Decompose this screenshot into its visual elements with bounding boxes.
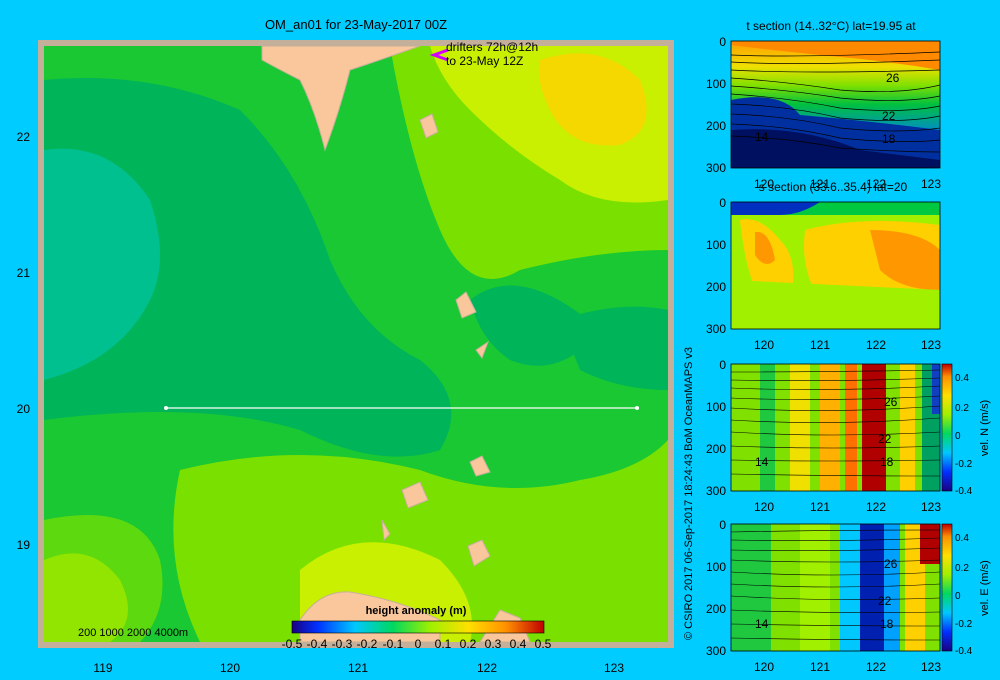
section-y-tick: 200 [706,442,726,456]
section-x-tick: 123 [921,177,941,191]
colorbar-tick: 0 [955,591,961,602]
colorbar-tick: 0.2 [955,403,969,414]
map-xticks: 119 120 121 122 123 [93,661,624,675]
colorbar-tick: -0.4 [307,637,328,651]
colorbar-tick: 0.1 [435,637,452,651]
section-ticks: 120 121 122 123 0 100 200 300 120 121 122 123 0 100 20… [706,35,941,674]
colorbar-tick: -0.4 [955,646,973,657]
contour-label: 26 [886,71,900,85]
colorbar-tick: -0.1 [383,637,404,651]
section-y-tick: 100 [706,400,726,414]
section-x-tick: 123 [921,338,941,352]
vel-e-colorbar-label: vel. E (m/s) [979,560,991,616]
section-x-tick: 121 [810,500,830,514]
section-x-tick: 122 [866,660,886,674]
section-x-tick: 123 [921,500,941,514]
x-tick-label: 120 [220,661,240,675]
colorbar-tick: 0.2 [955,563,969,574]
contour-label: 22 [882,109,896,123]
section-x-tick: 122 [866,500,886,514]
contour-label: 22 [878,432,892,446]
vel-n-colorbar-label: vel. N (m/s) [979,400,991,456]
section-y-tick: 300 [706,161,726,175]
colorbar-tick: 0.3 [485,637,502,651]
drifter-annotation-1: drifters 72h@12h [446,40,538,54]
colorbar-tick: 0.4 [955,373,969,384]
section-y-tick: 0 [719,35,726,49]
section-y-tick: 300 [706,644,726,658]
contour-label: 18 [880,455,894,469]
map-yticks: 19 20 21 22 [17,130,31,552]
contour-label: 14 [755,455,769,469]
section-x-tick: 121 [810,177,830,191]
section-y-tick: 0 [719,518,726,532]
contour-label: 18 [880,617,894,631]
credit-text: © CSIRO 2017 06-Sep-2017 18:24:43 BoM Oc… [683,347,695,640]
colorbar-tick: -0.4 [955,486,973,497]
drifter-marker [429,48,449,62]
vel-e-panel: 26 22 18 14 [730,523,941,652]
section-x-tick: 121 [810,338,830,352]
section-x-tick: 122 [866,177,886,191]
section-y-tick: 300 [706,484,726,498]
section-x-tick: 120 [754,177,774,191]
section-y-tick: 0 [719,358,726,372]
x-tick-label: 123 [604,661,624,675]
depth-contours-label: 200 1000 2000 4000m [78,627,188,639]
s-section-panel: s section (33.6..35.4) lat=20 [730,180,941,330]
vel-e-colorbar: vel. E (m/s) 0.4 0.2 0 -0.2 -0.4 [941,523,991,657]
colorbar-tick: -0.3 [332,637,353,651]
section-x-tick: 123 [921,660,941,674]
colorbar-tick: -0.2 [955,459,973,470]
y-tick-label: 19 [17,538,31,552]
y-tick-label: 22 [17,130,31,144]
contour-label: 26 [884,557,898,571]
colorbar-tick: 0.2 [460,637,477,651]
colorbar-tick: 0 [955,431,961,442]
x-tick-label: 119 [93,661,112,675]
colorbar-tick: 0 [415,637,422,651]
colorbar-tick: 0.5 [535,637,552,651]
contour-label: 26 [884,395,898,409]
section-y-tick: 300 [706,322,726,336]
colorbar-tick: -0.2 [955,619,973,630]
main-map: drifters 72h@12h to 23-May 12Z OM_an01 f… [17,17,674,675]
section-y-tick: 100 [706,77,726,91]
colorbar-tick: -0.5 [282,637,303,651]
section-x-tick: 121 [810,660,830,674]
contour-label: 14 [755,617,769,631]
t-section-title: t section (14..32°C) lat=19.95 at [746,19,916,33]
colorbar-ticks: -0.5 -0.4 -0.3 -0.2 -0.1 0 0.1 0.2 0.3 0… [282,637,552,651]
section-y-tick: 200 [706,602,726,616]
vel-n-colorbar: vel. N (m/s) 0.4 0.2 0 -0.2 -0.4 [941,363,991,497]
x-tick-label: 122 [477,661,497,675]
map-field [44,46,668,642]
y-tick-label: 21 [17,266,31,280]
section-y-tick: 0 [719,196,726,210]
section-x-tick: 120 [754,338,774,352]
section-y-tick: 100 [706,238,726,252]
colorbar-label: height anomaly (m) [366,605,467,617]
vel-n-panel: 26 22 18 14 [730,363,941,492]
colorbar-tick: 0.4 [955,533,969,544]
contour-label: 18 [882,132,896,146]
colorbar-tick: 0.4 [510,637,527,651]
height-colorbar: height anomaly (m) -0.5 -0.4 -0.3 -0.2 -… [282,605,552,651]
section-x-tick: 120 [754,500,774,514]
x-tick-label: 121 [348,661,368,675]
section-y-tick: 200 [706,119,726,133]
drifter-annotation-2: to 23-May 12Z [446,54,523,68]
t-section-panel: t section (14..32°C) lat=19.95 at 26 22 … [730,19,941,169]
section-x-tick: 120 [754,660,774,674]
section-y-tick: 100 [706,560,726,574]
s-section-title: s section (33.6..35.4) lat=20 [759,180,908,194]
contour-label: 22 [878,594,892,608]
contour-label: 14 [755,130,769,144]
section-y-tick: 200 [706,280,726,294]
section-x-tick: 122 [866,338,886,352]
colorbar-tick: -0.2 [357,637,378,651]
map-title: OM_an01 for 23-May-2017 00Z [265,17,447,32]
y-tick-label: 20 [17,402,31,416]
